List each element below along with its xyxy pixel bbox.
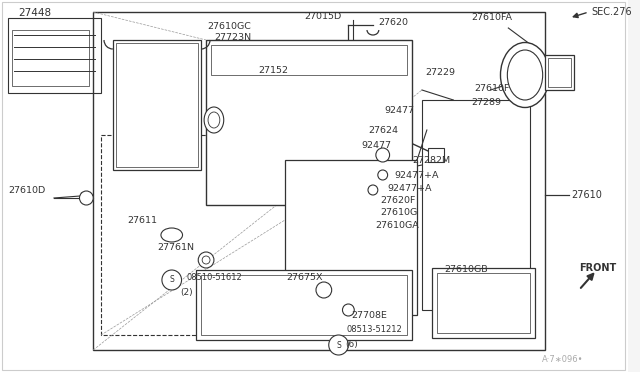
Circle shape xyxy=(368,185,378,195)
Text: 27611: 27611 xyxy=(127,215,157,224)
Text: A·7∗096•: A·7∗096• xyxy=(541,356,583,365)
Text: 27610G: 27610G xyxy=(381,208,418,217)
Text: 27610GA: 27610GA xyxy=(375,221,419,230)
Circle shape xyxy=(329,335,348,355)
Bar xyxy=(548,58,571,87)
Bar xyxy=(422,100,530,310)
Circle shape xyxy=(79,191,93,205)
Circle shape xyxy=(202,256,210,264)
Bar xyxy=(211,45,407,75)
Text: 27610FA: 27610FA xyxy=(471,13,512,22)
Bar xyxy=(8,18,101,93)
Text: 27289: 27289 xyxy=(471,97,501,106)
Bar xyxy=(113,40,201,170)
Bar xyxy=(12,30,90,86)
Bar xyxy=(432,268,535,338)
Bar xyxy=(436,273,530,333)
Circle shape xyxy=(376,148,390,162)
Bar xyxy=(116,43,198,167)
Text: 27620F: 27620F xyxy=(381,196,416,205)
Ellipse shape xyxy=(508,50,543,100)
Circle shape xyxy=(162,270,182,290)
Text: 27624: 27624 xyxy=(368,125,398,135)
Bar xyxy=(545,55,574,90)
Circle shape xyxy=(342,304,355,316)
Text: 27015D: 27015D xyxy=(304,12,342,20)
Text: 27708E: 27708E xyxy=(351,311,387,320)
Circle shape xyxy=(198,252,214,268)
Text: S: S xyxy=(336,340,341,350)
Text: FRONT: FRONT xyxy=(579,263,616,273)
Ellipse shape xyxy=(500,42,550,108)
Text: 27610F: 27610F xyxy=(474,83,509,93)
Bar xyxy=(101,135,381,335)
Circle shape xyxy=(378,170,388,180)
Bar xyxy=(428,148,444,162)
Bar xyxy=(201,275,407,335)
Text: 08513-51212: 08513-51212 xyxy=(346,326,402,334)
Text: 27610D: 27610D xyxy=(8,186,45,195)
Text: 92477: 92477 xyxy=(385,106,415,115)
Text: 27282M: 27282M xyxy=(412,155,451,164)
Ellipse shape xyxy=(204,107,224,133)
Text: 27448: 27448 xyxy=(18,8,51,18)
Circle shape xyxy=(316,282,332,298)
Text: 27761N: 27761N xyxy=(157,243,194,251)
Text: 92477: 92477 xyxy=(361,141,391,150)
Ellipse shape xyxy=(208,112,220,128)
Text: 92477+A: 92477+A xyxy=(394,170,439,180)
Text: 27610: 27610 xyxy=(571,190,602,200)
Text: 27675X: 27675X xyxy=(287,273,323,282)
Text: 27229: 27229 xyxy=(425,67,455,77)
Bar xyxy=(285,160,417,315)
Text: SEC.276: SEC.276 xyxy=(592,7,632,17)
Text: 27610GB: 27610GB xyxy=(445,266,488,275)
Bar xyxy=(206,40,412,205)
Ellipse shape xyxy=(161,228,182,242)
Text: S: S xyxy=(170,276,174,285)
Bar xyxy=(196,270,412,340)
Text: 27620: 27620 xyxy=(378,17,408,26)
Text: (2): (2) xyxy=(180,288,193,296)
Bar xyxy=(93,12,545,350)
Text: 27610GC: 27610GC xyxy=(207,22,251,31)
Text: 92477+A: 92477+A xyxy=(388,183,432,192)
Text: 27152: 27152 xyxy=(258,65,288,74)
Text: 27723N: 27723N xyxy=(214,32,251,42)
Text: 08510-51612: 08510-51612 xyxy=(186,273,242,282)
Text: (6): (6) xyxy=(345,340,358,350)
